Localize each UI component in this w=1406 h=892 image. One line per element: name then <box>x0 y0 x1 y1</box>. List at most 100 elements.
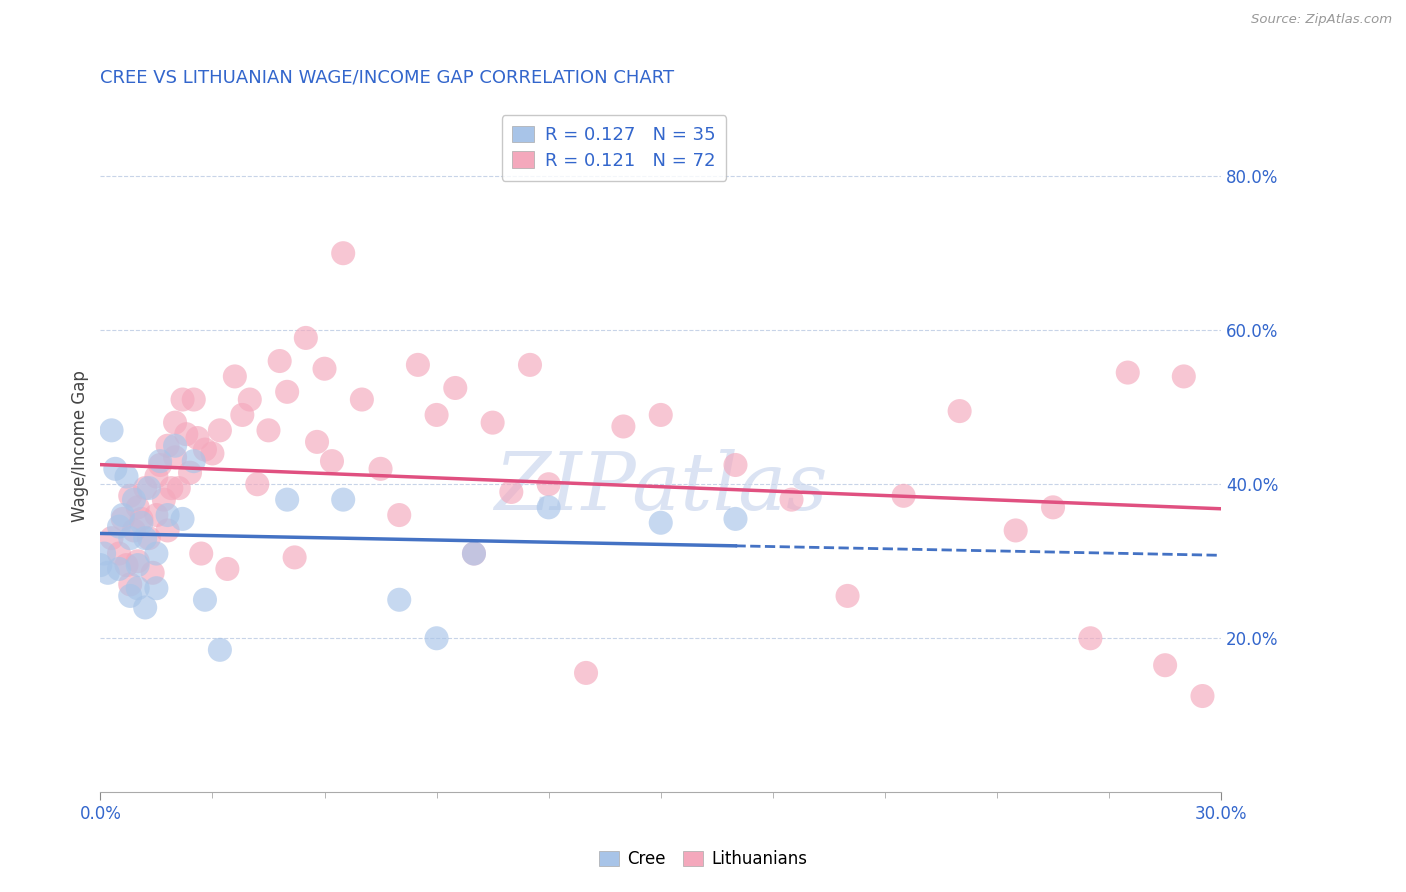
Point <box>724 458 747 472</box>
Point <box>650 408 672 422</box>
Point <box>463 547 485 561</box>
Point <box>127 581 149 595</box>
Point <box>190 547 212 561</box>
Point <box>949 404 972 418</box>
Point <box>444 381 467 395</box>
Point <box>194 592 217 607</box>
Point <box>257 423 280 437</box>
Point <box>174 427 197 442</box>
Point <box>208 423 231 437</box>
Point <box>501 485 523 500</box>
Point <box>1042 500 1064 515</box>
Point <box>837 589 859 603</box>
Point <box>111 508 134 522</box>
Point <box>332 492 354 507</box>
Point <box>269 354 291 368</box>
Point <box>724 512 747 526</box>
Point <box>156 439 179 453</box>
Point <box>104 462 127 476</box>
Point <box>239 392 262 407</box>
Point <box>321 454 343 468</box>
Point <box>463 547 485 561</box>
Point <box>108 562 131 576</box>
Point <box>537 500 560 515</box>
Point <box>111 512 134 526</box>
Point <box>165 416 187 430</box>
Point <box>276 492 298 507</box>
Point <box>370 462 392 476</box>
Point <box>134 481 156 495</box>
Point <box>145 469 167 483</box>
Point <box>145 508 167 522</box>
Point <box>172 392 194 407</box>
Point <box>284 550 307 565</box>
Point <box>194 442 217 457</box>
Point <box>138 531 160 545</box>
Point <box>575 665 598 680</box>
Point <box>93 547 115 561</box>
Point <box>89 558 111 573</box>
Point <box>537 477 560 491</box>
Point <box>201 446 224 460</box>
Point <box>224 369 246 384</box>
Point <box>780 492 803 507</box>
Text: CREE VS LITHUANIAN WAGE/INCOME GAP CORRELATION CHART: CREE VS LITHUANIAN WAGE/INCOME GAP CORRE… <box>100 69 675 87</box>
Point <box>183 454 205 468</box>
Point <box>612 419 634 434</box>
Point <box>108 519 131 533</box>
Point <box>388 592 411 607</box>
Point <box>156 524 179 538</box>
Point <box>156 508 179 522</box>
Text: Source: ZipAtlas.com: Source: ZipAtlas.com <box>1251 13 1392 27</box>
Point <box>134 600 156 615</box>
Point <box>165 439 187 453</box>
Point <box>426 408 449 422</box>
Point <box>145 581 167 595</box>
Point <box>1080 632 1102 646</box>
Point <box>122 524 145 538</box>
Point <box>183 392 205 407</box>
Point <box>1004 524 1026 538</box>
Point <box>131 512 153 526</box>
Point <box>115 558 138 573</box>
Point <box>149 458 172 472</box>
Point <box>138 481 160 495</box>
Point <box>1173 369 1195 384</box>
Point <box>519 358 541 372</box>
Point <box>388 508 411 522</box>
Point <box>172 512 194 526</box>
Point <box>208 642 231 657</box>
Point <box>145 547 167 561</box>
Point <box>165 450 187 465</box>
Point <box>276 384 298 399</box>
Point <box>153 492 176 507</box>
Point <box>127 558 149 573</box>
Point <box>246 477 269 491</box>
Point <box>426 632 449 646</box>
Text: ZIPatlas: ZIPatlas <box>494 449 828 526</box>
Point <box>650 516 672 530</box>
Point <box>100 423 122 437</box>
Point <box>893 489 915 503</box>
Point <box>120 531 142 545</box>
Point <box>1116 366 1139 380</box>
Point <box>142 566 165 580</box>
Legend: R = 0.127   N = 35, R = 0.121   N = 72: R = 0.127 N = 35, R = 0.121 N = 72 <box>502 115 727 180</box>
Point <box>481 416 503 430</box>
Point <box>314 361 336 376</box>
Point <box>122 492 145 507</box>
Point <box>295 331 318 345</box>
Point <box>231 408 253 422</box>
Point <box>149 454 172 468</box>
Point <box>186 431 208 445</box>
Point <box>100 531 122 545</box>
Point <box>160 481 183 495</box>
Point <box>120 489 142 503</box>
Point <box>97 566 120 580</box>
Point <box>131 516 153 530</box>
Point <box>179 466 201 480</box>
Point <box>134 531 156 545</box>
Legend: Cree, Lithuanians: Cree, Lithuanians <box>592 844 814 875</box>
Point <box>127 500 149 515</box>
Point <box>1191 689 1213 703</box>
